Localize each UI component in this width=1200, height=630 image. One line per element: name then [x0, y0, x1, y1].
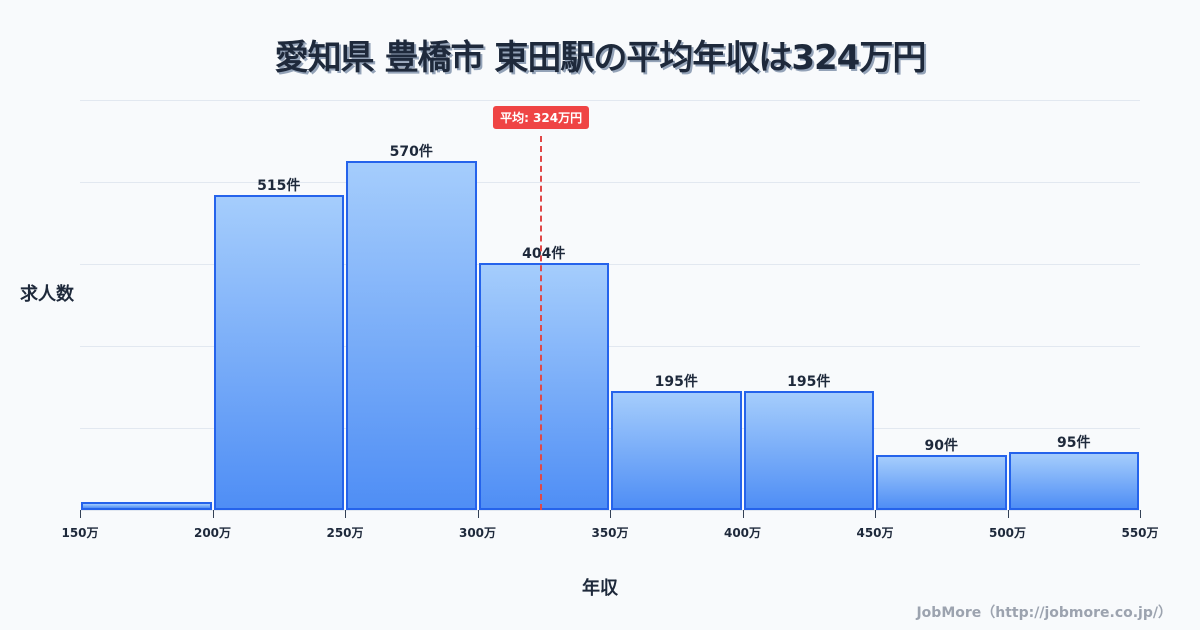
x-tick [1140, 510, 1141, 518]
histogram-bar [876, 454, 1007, 510]
gridline [80, 346, 1140, 347]
x-tick-label: 550万 [1121, 526, 1159, 540]
histogram-bar [478, 262, 609, 510]
x-tick-label: 200万 [193, 526, 232, 540]
bar-value-label: 515件 [257, 177, 301, 194]
x-tick [212, 510, 214, 518]
mean-line [540, 136, 543, 510]
x-tick [875, 510, 876, 518]
bar-value-label: 195件 [654, 373, 698, 390]
x-tick-label: 300万 [458, 526, 497, 540]
gridline [80, 428, 1140, 429]
x-tick [610, 510, 611, 518]
credit-text: JobMore（http://jobmore.co.jp/） [916, 605, 1172, 621]
x-tick-label: 400万 [723, 526, 762, 540]
histogram-bar [213, 194, 344, 510]
x-tick [742, 510, 744, 518]
x-tick [1007, 510, 1009, 518]
mean-badge: 平均: 324万円 [493, 106, 590, 129]
x-tick [477, 510, 479, 518]
x-tick-label: 150万 [61, 526, 99, 540]
plot-area: 515件 570件 404件 195件 195件 90件 95件 150万 200万 250万 30… [61, 100, 1159, 540]
bar-value-label: 195件 [787, 373, 831, 390]
histogram-bar [346, 161, 477, 510]
histogram-bar [743, 390, 874, 510]
histogram-bar [81, 502, 212, 510]
y-axis-label: 求人数 [20, 284, 74, 305]
bar-value-label: 404件 [522, 245, 566, 262]
gridline [80, 182, 1140, 183]
x-tick-label: 250万 [326, 526, 364, 540]
bar-value-label: 95件 [1057, 434, 1091, 451]
x-axis-label: 年収 [582, 578, 618, 599]
x-tick-label: 450万 [856, 526, 894, 540]
chart-title: 愛知県 豊橋市 東田駅の平均年収は324万円 [274, 38, 927, 78]
x-tick-label: 350万 [591, 526, 629, 540]
x-tick [345, 510, 346, 518]
bar-value-label: 90件 [924, 437, 958, 454]
gridline [80, 264, 1140, 265]
x-tick-label: 500万 [988, 526, 1027, 540]
bar-value-label: 570件 [389, 144, 433, 161]
x-tick [80, 510, 81, 518]
histogram-bar [1008, 451, 1139, 510]
histogram-bar [611, 390, 742, 510]
gridline [80, 100, 1140, 101]
